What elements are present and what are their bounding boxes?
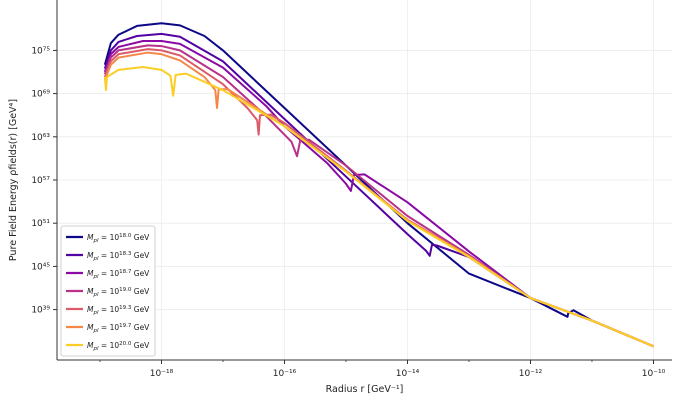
series-line-6 — [103, 65, 654, 348]
legend-label: Mpl = 1018.0 GeV — [87, 233, 150, 244]
y-tick-label: 10⁶⁹ — [31, 90, 50, 100]
legend-label: Mpl = 1020.0 GeV — [87, 341, 150, 352]
y-tick-label: 10⁵¹ — [31, 219, 50, 229]
x-tick-label: 10⁻¹⁰ — [642, 369, 666, 379]
tick-labels: 10⁻¹⁸ 10⁻¹⁶ 10⁻¹⁴ 10⁻¹² 10⁻¹⁰ 10³⁹ 10⁴⁵ 10⁵¹ 10⁵… — [31, 46, 665, 379]
x-tick-label: 10⁻¹⁶ — [273, 369, 297, 379]
y-axis-title: Pure Field Energy ρfields(r) [GeV⁴] — [8, 99, 19, 261]
legend: Mpl = 1018.0 GeV Mpl = 1018.3 GeV Mpl = 10… — [60, 225, 156, 357]
y-tick-label: 10³⁹ — [31, 306, 50, 316]
y-tick-label: 10⁷⁵ — [31, 46, 50, 56]
x-axis-title: Radius r [GeV⁻¹] — [326, 384, 404, 395]
y-tick-label: 10⁶³ — [31, 133, 50, 143]
x-tick-label: 10⁻¹² — [519, 369, 543, 379]
series-line-2 — [103, 40, 654, 348]
legend-box — [60, 225, 156, 357]
legend-label: Mpl = 1019.7 GeV — [87, 323, 150, 334]
series-line-1 — [103, 32, 654, 348]
axes — [53, 0, 672, 364]
legend-label: Mpl = 1019.3 GeV — [87, 305, 150, 316]
x-tick-label: 10⁻¹⁴ — [396, 369, 420, 379]
legend-label: Mpl = 1018.7 GeV — [87, 269, 150, 280]
x-tick-label: 10⁻¹⁸ — [150, 369, 174, 379]
y-tick-label: 10⁴⁵ — [31, 262, 50, 272]
series-lines — [103, 22, 654, 348]
y-tick-label: 10⁵⁷ — [31, 176, 50, 186]
legend-label: Mpl = 1019.0 GeV — [87, 287, 150, 298]
legend-label: Mpl = 1018.3 GeV — [87, 251, 150, 262]
